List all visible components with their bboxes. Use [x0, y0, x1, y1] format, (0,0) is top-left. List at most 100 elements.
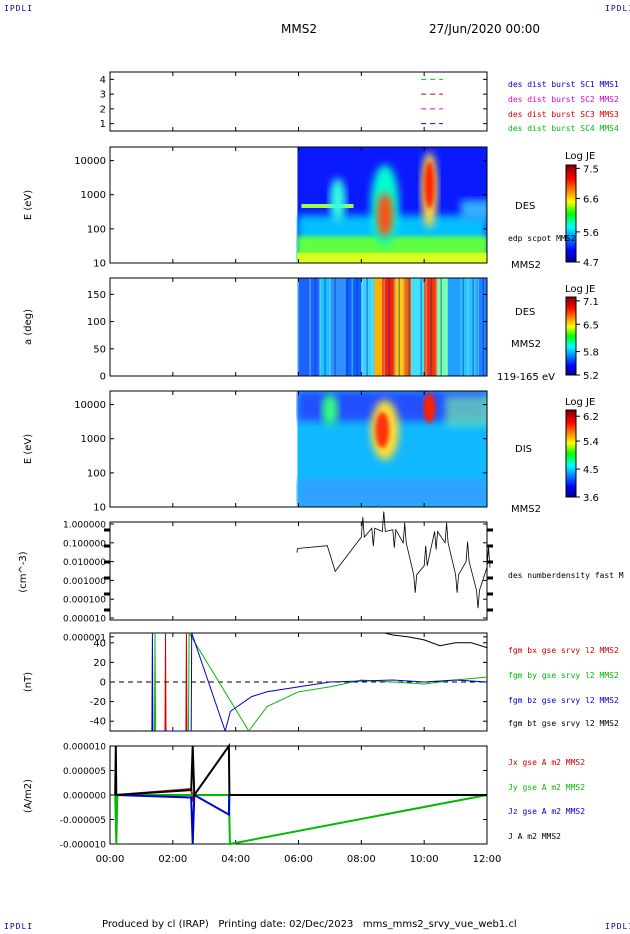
pa-spec-streak: [408, 278, 410, 376]
magnetic-line-bx: [164, 633, 188, 731]
y-tick-label-pitch-angle: 100: [87, 317, 106, 328]
pa-spec-streak: [445, 278, 447, 376]
y-tick-label-density: 1.000000: [63, 521, 106, 531]
y-tick-label-burst: 1: [100, 119, 106, 130]
y-tick-label-density: 0.000010: [63, 615, 106, 625]
pa-spectrogram: [297, 278, 487, 376]
pa-spec-streak: [309, 278, 311, 376]
des-spec-feature: [329, 178, 346, 222]
y-tick-label-density: 0.001000: [63, 577, 106, 587]
pa-spec-stripe: [374, 278, 383, 376]
pa-spec-streak: [319, 278, 321, 376]
time-tick-label: 00:00: [96, 854, 125, 865]
y-tick-label-dis-energy: 100: [87, 468, 106, 479]
colorbar-tick-label-pa: 5.2: [583, 371, 599, 382]
dis-spec-patch: [445, 396, 487, 426]
pa-spec-stripe: [329, 278, 346, 376]
y-tick-label-pitch-angle: 150: [87, 290, 106, 301]
des-pa-sub-label: MMS2: [511, 339, 541, 350]
y-tick-label-magnetic: -40: [90, 717, 106, 728]
y-tick-label-magnetic: 0: [100, 678, 106, 689]
colorbar-tick-label-des: 4.7: [583, 258, 599, 269]
colorbar-tick-label-pa: 5.8: [583, 348, 599, 359]
y-tick-label-density: 0.000100: [63, 596, 106, 606]
des-spec-burst2-core: [424, 161, 435, 209]
current-line-jy: [114, 794, 488, 846]
pa-spec-streak: [420, 278, 422, 376]
footer-filename: mms_mms2_srvy_vue_web1.cl: [362, 919, 517, 930]
corner-mark-top-left: IPDLI: [4, 4, 34, 13]
dis-spectrogram: [297, 391, 487, 507]
y-tick-label-density: 0.000001: [63, 633, 106, 643]
y-tick-label-burst: 4: [100, 75, 106, 86]
pa-spec-stripe: [403, 278, 412, 376]
edp-scpot-label: edp scpot MMS2: [508, 234, 576, 243]
corner-mark-top-right: IPDLI: [605, 4, 630, 13]
ylabel-dis-energy: E (eV): [23, 434, 34, 464]
des-spec-burst-core: [376, 193, 393, 237]
footer-line: Produced by cl (IRAP) Printing date: 02/…: [102, 919, 517, 930]
density-line: [296, 511, 491, 609]
pa-spec-streak: [351, 278, 353, 376]
pa-spec-streak: [462, 278, 464, 376]
current-line-j: [114, 742, 487, 799]
colorbar-dis: [565, 409, 577, 498]
magnetic-line-bz: [151, 633, 487, 731]
pa-spec-stripe: [361, 278, 375, 376]
spacecraft-title: MMS2: [281, 22, 317, 36]
pa-spec-stripe: [297, 278, 320, 376]
dis-label: DIS: [515, 444, 532, 455]
y-tick-label-current: 0.000000: [63, 792, 106, 802]
pa-spec-streak: [440, 278, 442, 376]
pa-spec-streak: [477, 278, 479, 376]
des-spec-feature-line: [301, 204, 354, 208]
colorbar-tick-label-dis: 3.6: [583, 493, 599, 504]
y-tick-label-current: -0.000010: [60, 841, 106, 851]
pa-spec-streak: [314, 278, 316, 376]
des-energy-bottom-label: MMS2: [511, 260, 541, 271]
y-tick-label-density: 0.100000: [63, 539, 106, 549]
pa-spec-streak: [482, 278, 484, 376]
pa-spec-stripe: [395, 278, 404, 376]
y-tick-label-dis-energy: 10000: [74, 400, 106, 411]
pa-spec-streak: [383, 278, 385, 376]
y-tick-label-des-energy: 100: [87, 224, 106, 235]
cbar-title-dis: Log JE: [565, 397, 595, 408]
pa-spec-streak: [403, 278, 405, 376]
pa-spec-streak: [329, 278, 331, 376]
pa-spec-stripe: [447, 278, 461, 376]
y-tick-label-dis-energy: 10: [93, 503, 106, 514]
des-label: DES: [515, 201, 535, 212]
legend-by: fgm by gse srvy l2 MMS2: [508, 671, 619, 680]
pa-spec-streak: [297, 278, 299, 376]
pa-spec-stripe: [437, 278, 448, 376]
y-tick-label-pitch-angle: 50: [93, 344, 106, 355]
dis-spec-burst2: [423, 393, 436, 423]
y-tick-label-des-energy: 1000: [81, 190, 106, 201]
legend-jx: Jx gse A m2 MMS2: [508, 758, 585, 767]
pa-spec-stripe: [319, 278, 330, 376]
pa-spec-stripe: [382, 278, 396, 376]
des-pa-energy-range: 119-165 eV: [497, 372, 555, 383]
magnetic-line-bt: [384, 633, 487, 649]
pa-spec-streak: [472, 278, 474, 376]
y-tick-label-density: 0.010000: [63, 558, 106, 568]
pa-spec-streak: [334, 278, 336, 376]
des-spectrogram: [297, 147, 487, 263]
pa-spec-stripe: [424, 278, 438, 376]
legend-bx: fgm bx gse srvy l2 MMS2: [508, 646, 619, 655]
dis-spec-low: [297, 480, 487, 507]
pa-spec-streak: [388, 278, 390, 376]
pa-spec-streak: [430, 278, 432, 376]
y-tick-label-current: 0.000005: [63, 767, 106, 777]
ylabel-des-energy: E (eV): [23, 190, 34, 220]
des-spec-patch: [460, 200, 487, 220]
colorbar-tick-label-des: 7.5: [583, 164, 599, 175]
ylabel-density: (cm^-3): [18, 551, 29, 592]
footer-producer: Produced by cl (IRAP): [102, 919, 209, 930]
pa-spec-streak: [425, 278, 427, 376]
y-tick-label-magnetic: 20: [93, 658, 106, 669]
dis-spec-feature: [321, 394, 338, 426]
pa-spec-streak: [371, 278, 373, 376]
corner-mark-bottom-left: IPDLI: [4, 922, 34, 931]
